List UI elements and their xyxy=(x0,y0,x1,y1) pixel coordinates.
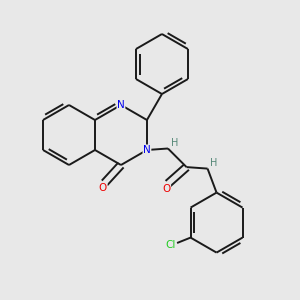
Text: N: N xyxy=(143,145,151,155)
Text: O: O xyxy=(162,184,171,194)
Text: N: N xyxy=(117,100,125,110)
Text: H: H xyxy=(171,138,178,148)
Text: O: O xyxy=(99,183,107,194)
Text: Cl: Cl xyxy=(165,239,176,250)
Text: H: H xyxy=(211,158,218,168)
